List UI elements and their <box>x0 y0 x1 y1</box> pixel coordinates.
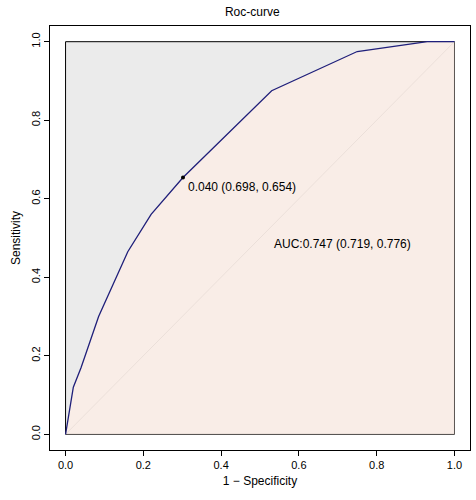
svg-text:Sensitivity: Sensitivity <box>9 211 23 265</box>
svg-text:1.0: 1.0 <box>30 32 42 47</box>
svg-text:0.4: 0.4 <box>213 459 228 471</box>
svg-text:1.0: 1.0 <box>447 459 462 471</box>
svg-text:1 − Specificity: 1 − Specificity <box>223 474 297 488</box>
svg-text:0.2: 0.2 <box>30 346 42 361</box>
svg-text:AUC:0.747 (0.719, 0.776): AUC:0.747 (0.719, 0.776) <box>274 237 411 251</box>
svg-text:0.6: 0.6 <box>291 459 306 471</box>
svg-text:Roc-curve: Roc-curve <box>225 5 280 19</box>
svg-text:0.8: 0.8 <box>369 459 384 471</box>
svg-text:0.8: 0.8 <box>30 111 42 126</box>
svg-text:0.0: 0.0 <box>30 425 42 440</box>
svg-text:0.4: 0.4 <box>30 268 42 283</box>
svg-text:0.2: 0.2 <box>136 459 151 471</box>
svg-text:0.0: 0.0 <box>58 459 73 471</box>
svg-text:0.040 (0.698, 0.654): 0.040 (0.698, 0.654) <box>188 180 296 194</box>
svg-text:0.6: 0.6 <box>30 189 42 204</box>
